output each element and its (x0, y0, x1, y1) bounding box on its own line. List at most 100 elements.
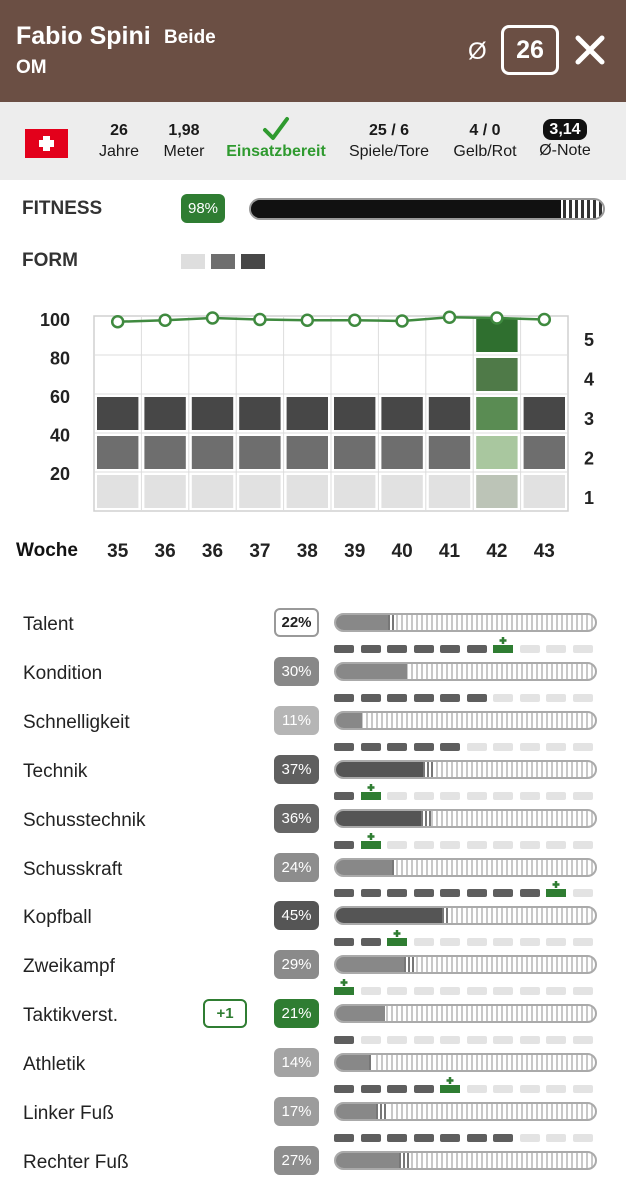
plus-icon (360, 783, 381, 800)
level-segment (572, 840, 593, 849)
skill-label-rechter-fuß: Rechter Fuß (23, 1151, 129, 1173)
level-segment (413, 987, 434, 996)
close-icon[interactable] (572, 32, 608, 68)
skill-bar-technik (334, 759, 597, 779)
form-bar-week-37-level-1 (239, 475, 281, 508)
preferred-foot: Beide (164, 27, 216, 48)
stat-cards: 4 / 0 Gelb/Rot (448, 120, 522, 162)
stat-games: 25 / 6 Spiele/Tore (342, 120, 436, 162)
fitness-label: FITNESS (22, 198, 103, 219)
age-box[interactable]: 26 (501, 25, 559, 75)
form-bar-week-39-level-3 (334, 397, 376, 430)
level-segment (519, 938, 540, 947)
level-segment (440, 938, 460, 947)
form-bar-week-38-level-1 (286, 475, 328, 508)
skill-percent-athletik: 14% (274, 1048, 319, 1078)
skill-level-segments-taktikverst (334, 979, 597, 996)
fitness-point-week-41 (442, 310, 457, 324)
level-segment (440, 840, 460, 849)
skill-level-segments-schusstechnik (334, 783, 597, 800)
fitness-point-week-36 (205, 311, 220, 325)
skill-percent-kopfball: 45% (274, 901, 319, 931)
skill-bar-progress-stripe (387, 615, 394, 630)
skill-bar-zweikampf (334, 955, 597, 975)
skill-bar-schusstechnik (334, 808, 597, 828)
form-chart: 35 36 36 37 38 39 40 41 42 431008060402054321Woch… (16, 310, 594, 562)
skill-level-segments-technik (334, 742, 597, 751)
form-level-label: 5 (584, 330, 594, 350)
skill-bar-kondition (334, 661, 597, 681)
form-bar-week-37-level-2 (239, 436, 281, 469)
skill-label-athletik: Athletik (23, 1054, 86, 1076)
level-segment (360, 742, 381, 751)
level-segment (546, 987, 566, 996)
level-segment (546, 693, 566, 702)
fitness-point-week-39 (347, 313, 362, 327)
level-segment (519, 644, 540, 653)
level-segment (413, 644, 434, 653)
level-segment (334, 644, 354, 653)
level-segment (519, 840, 540, 849)
form-bar-week-43-level-2 (523, 436, 565, 469)
stat-cards-value: 4 / 0 (469, 122, 501, 139)
stat-age: 26 Jahre (92, 120, 146, 162)
stat-height: 1,98 Meter (154, 120, 214, 162)
stat-games-value: 25 / 6 (368, 122, 410, 139)
level-segment (546, 1133, 566, 1142)
plus-icon (387, 930, 407, 947)
level-segment (519, 1133, 540, 1142)
skill-percent-talent: 22% (274, 608, 319, 637)
fitness-point-week-38 (300, 313, 315, 327)
y-tick-label: 60 (50, 387, 70, 407)
x-tick-label: 36 (155, 541, 176, 562)
level-segment (519, 1036, 540, 1045)
level-segment (334, 938, 354, 947)
form-bar-week-35-level-1 (97, 475, 139, 508)
skill-bar-rechter-fuß (334, 1150, 597, 1170)
level-segment (440, 644, 460, 653)
level-segment (360, 938, 381, 947)
skill-level-segments-schusskraft (334, 832, 597, 849)
x-tick-label: 40 (392, 541, 413, 562)
form-bar-week-43-level-1 (523, 475, 565, 508)
skill-bar-fill (336, 908, 442, 924)
skill-percent-schusstechnik: 36% (274, 803, 319, 833)
level-segment (440, 693, 460, 702)
skill-bar-progress-stripe (368, 1055, 373, 1071)
skill-level-segments-schnelligkeit (334, 693, 597, 702)
level-segment (572, 791, 593, 800)
x-tick-label: 37 (249, 541, 270, 562)
y-tick-label: 20 (50, 464, 70, 484)
skill-bar-fill (336, 615, 388, 630)
fitness-line (117, 315, 545, 323)
x-tick-label: 39 (344, 541, 365, 562)
skill-bar-fill (336, 761, 423, 777)
plus-icon (546, 881, 566, 898)
fitness-point-week-36 (158, 313, 172, 327)
form-bar-week-42-level-3 (476, 397, 518, 430)
form-bar-week-42-level-2 (476, 436, 518, 469)
skill-bar-linker-fuß (334, 1102, 597, 1121)
skill-bar-fill (336, 663, 407, 679)
level-segment (440, 987, 460, 996)
level-segment (546, 791, 566, 800)
level-segment (360, 693, 381, 702)
form-bar-week-42-level-4 (476, 358, 518, 391)
level-segment (360, 889, 381, 898)
stat-rating: 3,14 Ø-Note (533, 119, 597, 161)
player-name: Fabio Spini (16, 22, 151, 50)
skill-percent-technik: 37% (274, 754, 319, 784)
skill-label-kopfball: Kopfball (23, 907, 92, 929)
stat-age-label: Jahre (98, 143, 140, 160)
level-segment (546, 840, 566, 849)
form-bar-week-43-level-3 (523, 397, 565, 430)
skill-bar-talent (334, 613, 597, 632)
form-bar-week-40-level-3 (381, 397, 423, 430)
level-segment (440, 791, 460, 800)
skill-bar-kopfball (334, 906, 597, 926)
skill-bonus-badge[interactable]: +1 (203, 999, 247, 1029)
form-level-label: 4 (584, 370, 594, 390)
level-segment (413, 693, 434, 702)
form-bar-week-41-level-2 (428, 436, 471, 469)
level-segment (413, 938, 434, 947)
